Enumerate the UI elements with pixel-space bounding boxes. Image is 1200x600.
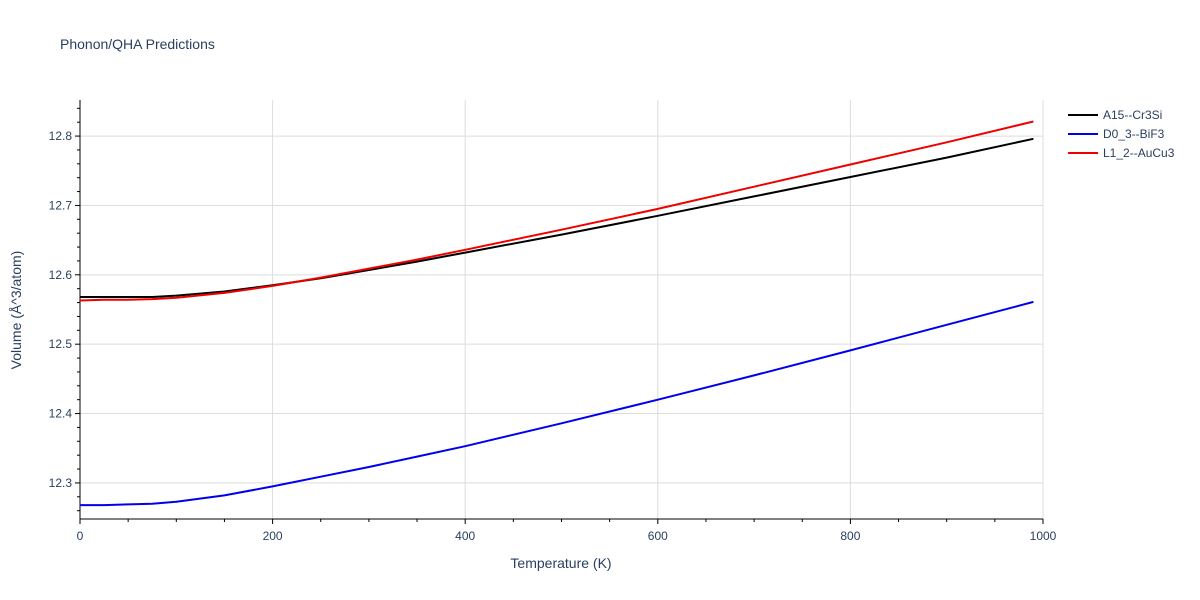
series-line-1 (80, 300, 1034, 507)
series-line-2 (79, 120, 1034, 302)
y-tick-labels: 12.3 12.4 12.5 12.6 12.7 12.8 (49, 129, 73, 490)
x-tick-label: 0 (77, 529, 84, 543)
legend-item-2[interactable]: L1_2--AuCu3 (1068, 146, 1175, 160)
y-tick-label: 12.6 (49, 268, 73, 282)
x-tick-label: 600 (648, 529, 668, 543)
series-line-0 (80, 137, 1034, 298)
chart-title: Phonon/QHA Predictions (60, 36, 215, 52)
legend[interactable]: A15--Cr3Si D0_3--BiF3 L1_2--AuCu3 (1068, 108, 1175, 160)
legend-item-1[interactable]: D0_3--BiF3 (1068, 127, 1165, 141)
y-tick-label: 12.8 (49, 129, 73, 143)
legend-label: D0_3--BiF3 (1103, 127, 1165, 141)
axes (75, 100, 1044, 524)
y-axis-title: Volume (Å^3/atom) (8, 251, 24, 370)
grid-lines (80, 100, 1044, 519)
y-tick-label: 12.7 (49, 198, 73, 212)
x-axis-title: Temperature (K) (510, 555, 611, 571)
y-tick-label: 12.5 (49, 337, 73, 351)
series-layer (79, 120, 1034, 507)
x-tick-label: 200 (263, 529, 283, 543)
y-tick-label: 12.3 (49, 476, 73, 490)
x-tick-label: 400 (455, 529, 475, 543)
x-tick-label: 1000 (1030, 529, 1057, 543)
legend-item-0[interactable]: A15--Cr3Si (1068, 108, 1162, 122)
legend-label: A15--Cr3Si (1103, 108, 1162, 122)
legend-label: L1_2--AuCu3 (1103, 146, 1175, 160)
x-tick-label: 800 (840, 529, 860, 543)
x-tick-labels: 0 200 400 600 800 1000 (77, 529, 1057, 543)
y-tick-label: 12.4 (49, 407, 73, 421)
